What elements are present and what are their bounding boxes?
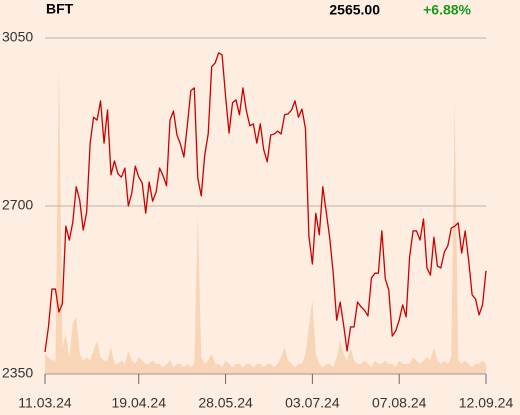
x-tick-label: 07.08.24 [372, 395, 427, 411]
x-tick-label: 19.04.24 [112, 395, 167, 411]
y-tick-label: 3050 [2, 29, 33, 45]
change: +6.88% [423, 2, 471, 18]
x-tick-label: 11.03.24 [18, 395, 72, 411]
x-tick-label: 12.09.24 [459, 395, 514, 411]
symbol: BFT [46, 1, 74, 17]
x-tick-label: 28.05.24 [198, 395, 253, 411]
y-tick-label: 2700 [2, 197, 33, 213]
x-tick-label: 03.07.24 [285, 395, 340, 411]
y-tick-label: 2350 [2, 365, 33, 381]
price-line [44, 52, 487, 353]
price: 2565.00 [329, 2, 380, 18]
